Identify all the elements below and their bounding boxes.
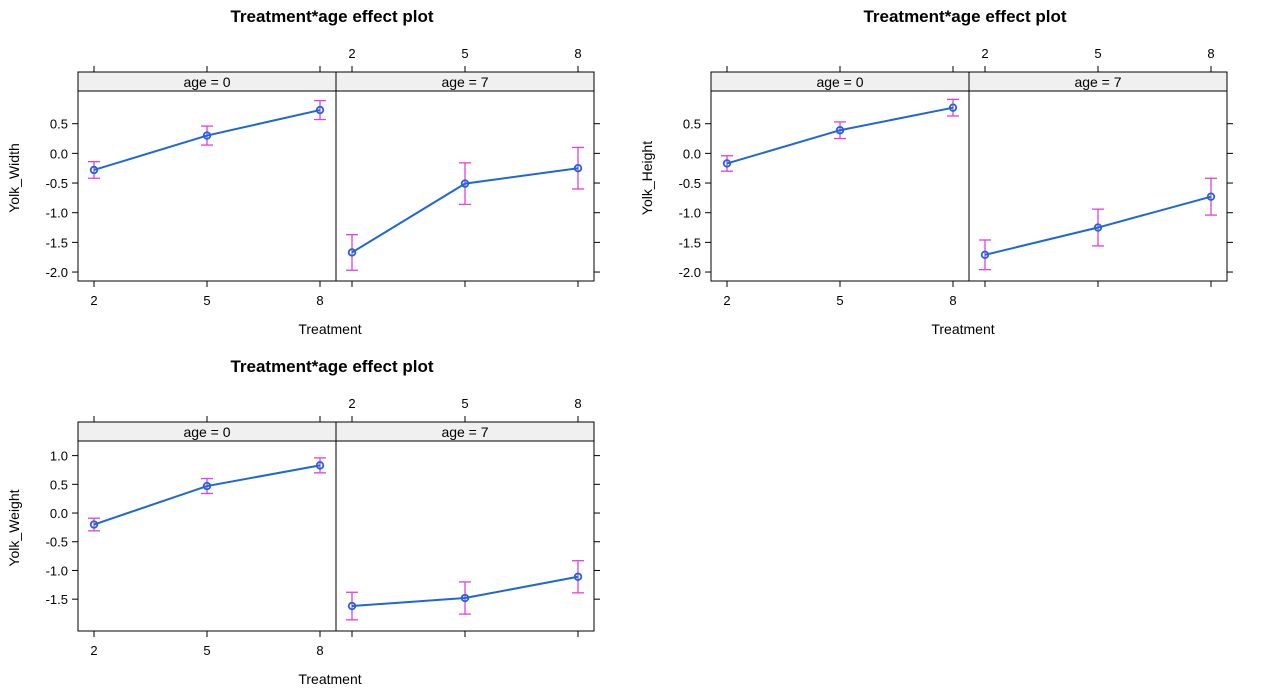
y-tick-label: -1.0 [679,206,701,221]
x-axis-title: Treatment [298,321,361,337]
data-point [460,179,470,188]
x-tick-label: 8 [949,293,956,308]
x-tick-label-top: 2 [348,46,355,61]
data-point [980,250,990,260]
data-point [315,105,325,115]
y-tick-label: -0.5 [679,176,701,191]
series-line [726,106,954,165]
error-bar [572,560,584,594]
data-point [460,593,470,603]
strip-label: age = 0 [183,424,230,440]
x-tick-label: 2 [723,293,730,308]
data-point [89,520,99,529]
chart-title: Treatment*age effect plot [230,357,433,376]
series-line [93,109,321,171]
panel-2: age = 7 [968,71,1228,282]
y-tick-label: 0.5 [683,117,701,132]
chart-title: Treatment*age effect plot [230,7,433,26]
y-tick-label: 1.0 [50,449,68,464]
series-line [351,575,579,608]
panel-2: age = 7 [335,421,595,632]
y-tick-label: -2.0 [679,265,701,280]
x-tick-label: 5 [836,293,843,308]
data-point [347,601,357,611]
data-point [89,165,99,175]
y-tick-label: 0.0 [50,146,68,161]
panel-frame [77,90,337,282]
y-tick-label: -0.5 [46,535,68,550]
data-point [573,163,583,173]
data-point [948,103,958,112]
x-tick-label: 2 [90,293,97,308]
y-tick-label: -1.5 [46,592,68,607]
panel-2: age = 7 [335,71,595,282]
y-axis-title: Yolk_Height [639,141,655,215]
y-tick-label: 0.5 [50,477,68,492]
strip-label: age = 7 [441,74,488,90]
panel-1: age = 0 [710,71,970,282]
error-bar [314,99,326,121]
x-tick-label-top: 2 [348,396,355,411]
strip-label: age = 0 [183,74,230,90]
data-point [1206,192,1216,201]
effect-plot-3: Treatment*age effect plot age = 0 age = 7 1… [6,357,600,687]
x-tick-label-top: 5 [1094,46,1101,61]
effect-plot-2: Treatment*age effect plot age = 0 age = 7 0… [639,7,1233,337]
strip-label: age = 7 [1074,74,1121,90]
y-tick-label: -1.5 [679,235,701,250]
x-tick-label-top: 8 [574,46,581,61]
x-tick-label: 5 [203,293,210,308]
series-line [351,167,579,254]
data-point [202,481,212,491]
x-tick-label: 8 [316,643,323,658]
data-point [722,159,732,168]
y-tick-label: -1.0 [46,206,68,221]
error-bar [88,161,100,179]
data-point [347,248,357,257]
x-tick-label-top: 8 [1207,46,1214,61]
strip-label: age = 0 [816,74,863,90]
data-point [202,131,212,140]
series-line [984,195,1212,256]
strip-label: age = 7 [441,424,488,440]
y-tick-label: -2.0 [46,265,68,280]
x-tick-label: 2 [90,643,97,658]
series-line [93,464,321,526]
panel-frame [710,90,970,282]
data-point [315,461,325,470]
x-tick-label-top: 8 [574,396,581,411]
data-point [573,572,583,581]
y-tick-label: -0.5 [46,176,68,191]
data-point [835,126,845,135]
x-axis-title: Treatment [298,671,361,687]
chart-title: Treatment*age effect plot [863,7,1066,26]
panel-1: age = 0 [77,71,337,282]
y-tick-label: 0.0 [50,506,68,521]
effect-plot-1: Treatment*age effect plot age = 0 age = 7 0… [6,7,600,337]
x-tick-label: 5 [203,643,210,658]
y-tick-label: 0.5 [50,117,68,132]
data-point [1093,223,1103,232]
y-tick-label: 0.0 [683,146,701,161]
y-tick-label: -1.0 [46,563,68,578]
y-axis-title: Yolk_Weight [6,489,22,566]
y-axis-title: Yolk_Width [6,143,22,213]
x-tick-label-top: 2 [981,46,988,61]
y-tick-label: -1.5 [46,235,68,250]
panel-1: age = 0 [77,421,337,632]
x-tick-label-top: 5 [461,46,468,61]
x-tick-label-top: 5 [461,396,468,411]
panel-frame [968,90,1228,282]
x-tick-label: 8 [316,293,323,308]
x-axis-title: Treatment [931,321,994,337]
